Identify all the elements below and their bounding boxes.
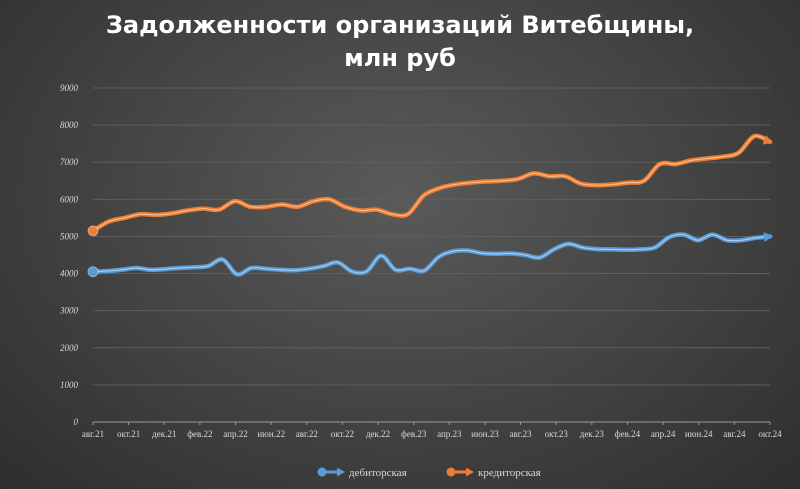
x-tick-label: июн.24 xyxy=(685,429,713,439)
x-tick-label: авг.22 xyxy=(296,429,318,439)
series-start-marker xyxy=(87,266,99,278)
series-line-highlight xyxy=(92,135,771,232)
series-line-outer xyxy=(90,232,773,277)
x-tick-label: апр.23 xyxy=(437,429,462,439)
series-lines xyxy=(87,133,773,278)
y-tick-label: 9000 xyxy=(60,83,79,93)
y-tick-label: 0 xyxy=(74,417,79,427)
chart-subtitle: млн руб xyxy=(344,44,456,72)
y-tick-label: 7000 xyxy=(60,157,79,167)
x-tick-label: июн.23 xyxy=(471,429,499,439)
y-tick-label: 3000 xyxy=(59,306,79,316)
legend-label: кредиторская xyxy=(478,467,541,479)
y-tick-label: 6000 xyxy=(60,194,79,204)
legend-swatch-marker xyxy=(317,467,327,477)
series-end-arrow xyxy=(762,135,773,145)
x-tick-label: дек.21 xyxy=(152,429,176,439)
y-axis: 0 1000 2000 3000 4000 5000 6000 7000 8000 9000 xyxy=(59,83,79,427)
x-tick-label: дек.22 xyxy=(366,429,390,439)
x-tick-label: авг.21 xyxy=(82,429,104,439)
legend-label: дебиторская xyxy=(349,467,407,479)
y-tick-label: 2000 xyxy=(60,343,79,353)
y-tick-label: 1000 xyxy=(60,380,79,390)
x-tick-label: дек.23 xyxy=(580,429,605,439)
x-tick-label: авг.23 xyxy=(509,429,532,439)
x-tick-label: окт.21 xyxy=(117,429,140,439)
x-tick-label: апр.24 xyxy=(651,429,676,439)
series-line-highlight xyxy=(92,233,771,275)
gridlines xyxy=(93,87,770,423)
x-tick-label: фев.23 xyxy=(401,429,427,439)
series-кредиторская[interactable] xyxy=(87,133,773,237)
x-axis: авг.21 окт.21 дек.21 фев.22 апр.22 июн.22 авг.… xyxy=(82,422,782,439)
x-tick-label: фев.22 xyxy=(187,429,212,439)
chart-title: Задолженности организаций Витебщины, xyxy=(106,11,694,39)
x-tick-label: апр.22 xyxy=(223,429,247,439)
y-tick-label: 8000 xyxy=(60,120,79,130)
x-tick-label: авг.24 xyxy=(723,429,746,439)
x-tick-label: окт.22 xyxy=(331,429,354,439)
legend-item-дебиторская[interactable]: дебиторская xyxy=(317,467,407,479)
x-tick-label: июн.22 xyxy=(257,429,285,439)
x-tick-label: окт.24 xyxy=(758,429,782,439)
legend-swatch-marker xyxy=(446,467,456,477)
legend[interactable]: дебиторская кредиторская xyxy=(317,467,541,479)
legend-swatch-arrow xyxy=(337,467,345,477)
series-start-marker xyxy=(87,225,99,237)
x-tick-label: окт.23 xyxy=(545,429,569,439)
legend-swatch-arrow xyxy=(466,467,474,477)
series-line-outer xyxy=(90,133,773,234)
y-tick-label: 5000 xyxy=(60,231,79,241)
x-tick-label: фев.24 xyxy=(615,429,641,439)
series-дебиторская[interactable] xyxy=(87,232,773,278)
legend-item-кредиторская[interactable]: кредиторская xyxy=(446,467,541,479)
series-end-arrow xyxy=(763,232,773,243)
y-tick-label: 4000 xyxy=(60,269,79,279)
